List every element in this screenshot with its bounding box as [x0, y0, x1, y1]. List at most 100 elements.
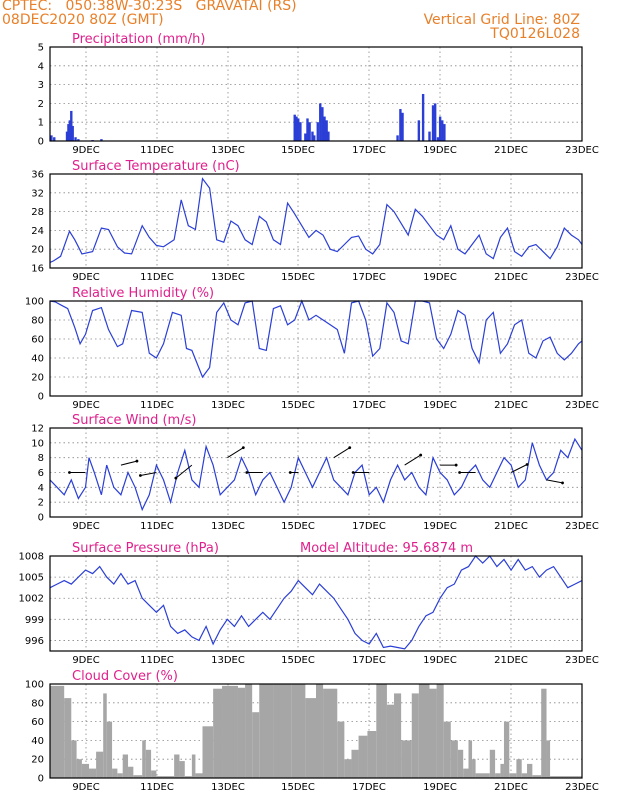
cloud-bar [450, 740, 458, 778]
cloud-bar [532, 775, 542, 778]
temp-title: Surface Temperature (nC) [72, 159, 240, 174]
cloud-bar [106, 721, 113, 778]
wind-arrow-head [245, 471, 249, 474]
x-tick-label: 19DEC [423, 521, 457, 532]
temp-series-line [49, 177, 583, 263]
wind-arrow-head [561, 481, 564, 485]
wind-arrow-head [525, 463, 529, 466]
x-tick-label: 17DEC [352, 655, 386, 666]
y-tick-label: 1005 [19, 573, 44, 584]
cloud-bar [323, 688, 338, 778]
cloud-bar [156, 776, 175, 778]
header-grid-note: Vertical Grid Line: 80Z [423, 12, 580, 28]
wind-frame [49, 427, 583, 518]
x-tick-label: 11DEC [140, 521, 174, 532]
x-tick-label: 13DEC [211, 272, 245, 283]
cloud-bar [401, 740, 412, 778]
wind-arrow-head [458, 471, 461, 474]
y-tick-label: 3 [38, 80, 44, 91]
y-tick-label: 996 [25, 636, 44, 647]
cloud-bar [503, 721, 510, 778]
x-tick-label: 23DEC [565, 400, 599, 411]
x-tick-label: 21DEC [494, 655, 528, 666]
x-tick-label: 9DEC [72, 272, 99, 283]
cloud-bar [202, 726, 214, 778]
wind-arrow-head [419, 453, 423, 457]
cloud-bar [128, 766, 134, 778]
wind-arrow [120, 460, 138, 466]
cloud-bar [386, 704, 395, 778]
cloud-bar [429, 688, 437, 778]
header-code: TQ0126L028 [490, 26, 580, 42]
x-tick-label: 13DEC [211, 521, 245, 532]
cloud-bar [103, 693, 107, 778]
x-tick-label: 17DEC [352, 272, 386, 283]
cloud-bar [541, 688, 547, 778]
wind-arrow-head [241, 446, 245, 450]
y-tick-label: 20 [31, 755, 44, 766]
cloud-bar [222, 685, 238, 778]
cloud-bar [521, 773, 528, 778]
wind-title: Surface Wind (m/s) [72, 413, 196, 428]
y-tick-label: 2 [38, 498, 44, 509]
x-tick-label: 9DEC [72, 655, 99, 666]
precip-bar [313, 135, 316, 141]
cloud-bar [468, 740, 473, 778]
x-tick-label: 17DEC [352, 145, 386, 156]
x-tick-label: 9DEC [72, 145, 99, 156]
x-tick-label: 9DEC [72, 782, 99, 793]
cloud-bar [259, 684, 274, 778]
precip-bar [100, 139, 103, 141]
cloud-bar [495, 773, 501, 778]
cloud-bar [436, 684, 444, 778]
model-altitude-note: Model Altitude: 95.6874 m [300, 541, 473, 556]
cloud-bar [489, 749, 496, 778]
y-tick-label: 10 [31, 438, 44, 449]
cloud-bar [179, 761, 185, 778]
y-tick-label: 999 [25, 615, 44, 626]
header-date: 08DEC2020 80Z (GMT) [2, 12, 164, 28]
precip-panel: 0 1 2 3 4 5 Precipitation (mm/h) 9DEC 11DEC 13DEC… [38, 32, 599, 156]
cloud-bar [475, 773, 490, 778]
cloud-bar [500, 763, 504, 778]
cloud-bar [133, 775, 143, 778]
x-tick-label: 13DEC [211, 400, 245, 411]
cloud-bar [237, 687, 246, 778]
y-tick-label: 60 [31, 717, 44, 728]
cloud-bar [316, 684, 324, 778]
wind-series-line [49, 437, 583, 512]
precip-bar [325, 120, 328, 141]
x-tick-label: 15DEC [281, 400, 315, 411]
cloud-bar [184, 776, 192, 778]
cloud-bar [142, 740, 146, 778]
x-tick-label: 19DEC [423, 655, 457, 666]
precip-bar [441, 120, 444, 141]
x-tick-label: 21DEC [494, 782, 528, 793]
cloud-title: Cloud Cover (%) [72, 669, 178, 684]
cloud-bar [509, 773, 517, 778]
cloud-bar [117, 773, 123, 778]
cloud-bar [457, 749, 464, 778]
precip-bar [327, 131, 330, 141]
y-tick-label: 0 [38, 392, 44, 403]
cloud-bar [291, 684, 306, 778]
precip-bar [401, 112, 404, 141]
cloud-bar [191, 754, 196, 778]
precip-bar [428, 131, 431, 141]
cloud-bar [213, 688, 223, 778]
x-tick-label: 13DEC [211, 145, 245, 156]
precip-bar [293, 114, 296, 141]
precip-bar [71, 125, 74, 141]
y-tick-label: 12 [31, 424, 44, 435]
precip-bar [299, 122, 302, 141]
precip-bar [67, 124, 70, 141]
x-tick-label: 15DEC [281, 272, 315, 283]
wind-arrow-head [135, 459, 139, 463]
x-tick-label: 21DEC [494, 521, 528, 532]
rh-frame [49, 300, 583, 397]
x-tick-label: 11DEC [140, 272, 174, 283]
precip-bar [308, 122, 311, 141]
cloud-bar [71, 740, 77, 778]
cloud-bar [351, 749, 359, 778]
